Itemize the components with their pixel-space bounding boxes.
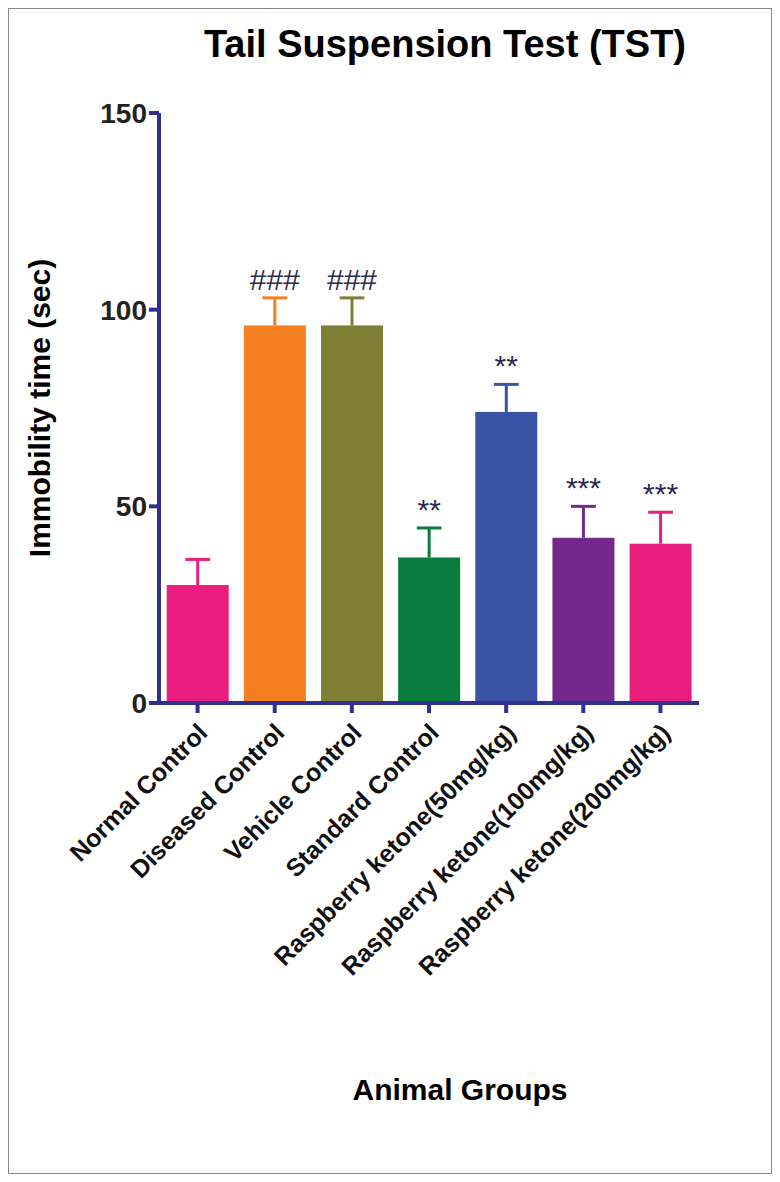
svg-text:***: *** [566,471,601,504]
svg-text:Raspberry ketone(100mg/kg): Raspberry ketone(100mg/kg) [335,718,599,981]
svg-text:###: ### [327,263,377,296]
svg-text:0: 0 [131,688,147,719]
svg-text:***: *** [643,477,678,510]
svg-text:Standard Control: Standard Control [279,718,444,883]
html-text:Tail Suspension Test (TST): Tail Suspension Test (TST) [204,23,686,65]
svg-text:**: ** [495,349,519,382]
svg-text:Raspberry ketone(200mg/kg): Raspberry ketone(200mg/kg) [413,718,675,980]
svg-text:Vehicle Control: Vehicle Control [218,718,366,866]
svg-text:###: ### [250,263,300,296]
svg-text:Immobility time (sec): Immobility time (sec) [23,259,56,557]
svg-text:150: 150 [100,98,147,129]
svg-text:50: 50 [116,491,147,522]
html-text:Animal Groups: Animal Groups [352,1073,568,1106]
svg-text:100: 100 [100,295,147,326]
svg-text:Raspberry ketone(50mg/kg): Raspberry ketone(50mg/kg) [268,718,521,971]
svg-text:**: ** [417,493,441,526]
svg-text:Normal Control: Normal Control [64,718,212,866]
svg-text:Diseased Control: Diseased Control [124,718,290,884]
